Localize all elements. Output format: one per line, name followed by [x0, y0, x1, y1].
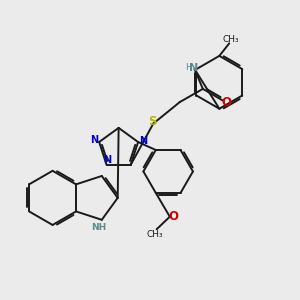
Text: O: O: [221, 96, 231, 109]
Text: CH₃: CH₃: [223, 35, 239, 44]
Text: H: H: [186, 63, 192, 72]
Text: N: N: [103, 155, 111, 165]
Text: NH: NH: [92, 223, 107, 232]
Text: O: O: [169, 210, 179, 223]
Text: S: S: [148, 115, 157, 128]
Text: N: N: [139, 136, 147, 146]
Text: CH₃: CH₃: [147, 230, 163, 239]
Text: N: N: [91, 135, 99, 146]
Text: N: N: [189, 63, 198, 73]
